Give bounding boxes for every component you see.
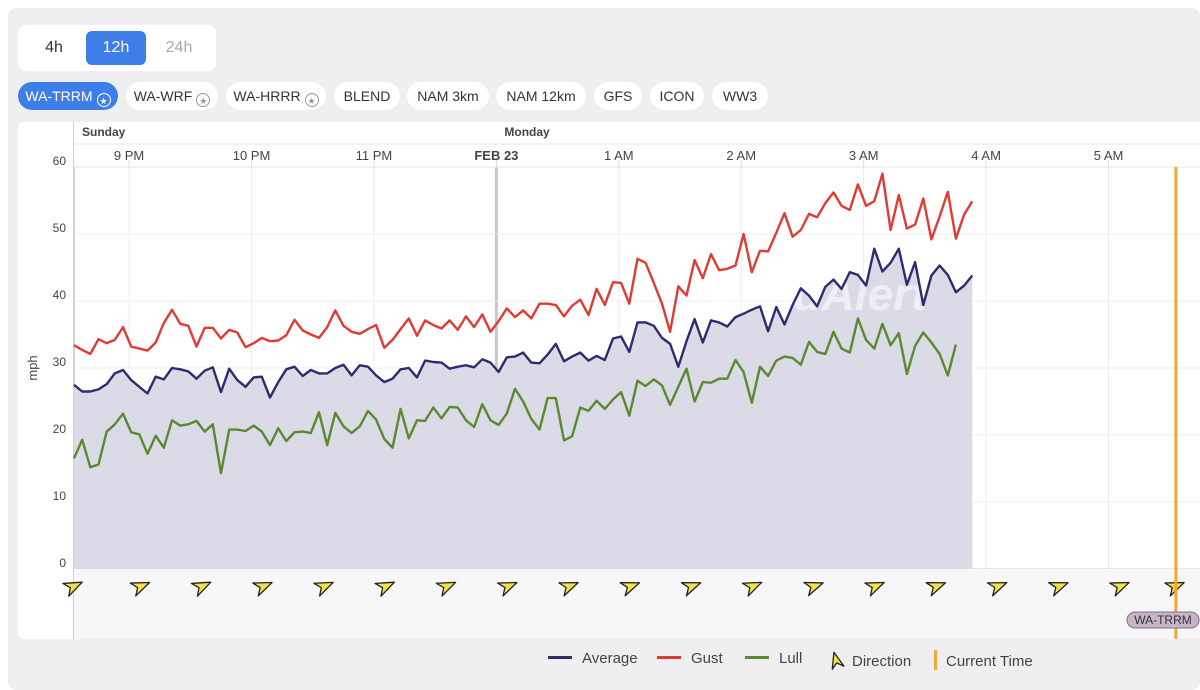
direction-arrow (190, 581, 212, 597)
time-tick-label: 4 AM (971, 148, 1001, 163)
time-tick-label: 2 AM (726, 148, 756, 163)
time-tick-label: 5 AM (1094, 148, 1124, 163)
legend-average-swatch (548, 656, 572, 659)
current-model-badge-label: WA-TRRM (1134, 613, 1192, 627)
model-chip-blend[interactable]: BLEND (334, 82, 400, 110)
legend-gust-label: Gust (691, 650, 723, 667)
time-tick-label: 3 AM (849, 148, 879, 163)
y-tick-label: 0 (59, 556, 66, 570)
direction-arrow (1048, 582, 1069, 597)
direction-arrow (252, 581, 273, 597)
watermark-text: WindAlert (710, 268, 928, 320)
y-tick-label: 60 (53, 154, 67, 168)
model-chip-nam-12km[interactable]: NAM 12km (496, 82, 586, 110)
direction-arrow (864, 581, 885, 597)
model-chip-gfs[interactable]: GFS (594, 82, 642, 110)
legend-current-time-label: Current Time (946, 653, 1033, 670)
model-chip-wa-trrm[interactable]: WA-TRRM ★ (18, 82, 118, 110)
watermark: WindAlert (673, 267, 928, 320)
wind-chart[interactable]: Sunday Monday 9 PM 10 PM 11 PM FEB 23 1 AM 2 AM… (18, 122, 1200, 639)
y-tick-label: 20 (53, 422, 67, 436)
direction-arrow (129, 581, 151, 597)
y-tick-label: 40 (53, 288, 67, 302)
y-axis-label: mph (25, 355, 40, 380)
legend-lull-label: Lull (779, 650, 803, 667)
legend-average-label: Average (582, 650, 638, 667)
direction-arrow (313, 581, 334, 597)
model-chip-icon[interactable]: ICON (650, 82, 704, 110)
time-axis-header: Sunday Monday 9 PM 10 PM 11 PM FEB 23 1 AM 2 AM… (74, 122, 1200, 168)
gust-line (73, 172, 974, 356)
legend-average: Average (548, 650, 638, 667)
direction-arrow (496, 581, 518, 597)
legend-current-time-swatch (934, 650, 937, 670)
legend-current-time: Current Time (934, 650, 1033, 670)
direction-arrow (1109, 581, 1130, 597)
direction-arrow (925, 582, 947, 597)
current-time-marker: WA-TRRM (1126, 167, 1200, 639)
tab-12h[interactable]: 12h (86, 31, 146, 65)
time-tick-label: 1 AM (604, 148, 634, 163)
y-tick-label: 50 (53, 221, 67, 235)
time-tick-label: FEB 23 (474, 148, 518, 163)
average-line (73, 247, 974, 399)
tab-24h[interactable]: 24h (165, 39, 193, 56)
series-lines (72, 172, 974, 475)
average-fill (74, 248, 973, 569)
legend-gust: Gust (657, 650, 723, 667)
star-icon: ★ (96, 93, 111, 107)
direction-arrow (741, 581, 763, 597)
legend-lull: Lull (745, 650, 802, 667)
star-icon: ★ (304, 93, 319, 107)
model-chip-wa-hrrr[interactable]: WA-HRRR ★ (226, 82, 326, 110)
star-icon: ★ (196, 93, 211, 107)
direction-arrow (619, 582, 641, 597)
model-chip-label: WA-WRF (133, 88, 193, 104)
model-chip-ww3[interactable]: WW3 (712, 82, 768, 110)
current-model-badge (1126, 611, 1200, 629)
direction-arrow (680, 582, 702, 597)
direction-arrow-icon (831, 651, 845, 670)
direction-arrow (435, 581, 457, 597)
y-tick-label: 10 (53, 489, 67, 503)
tab-4h[interactable]: 4h (45, 39, 63, 56)
model-chip-label: WA-TRRM (25, 88, 93, 104)
watermark-logo-icon (673, 267, 708, 300)
legend-direction: Direction (826, 650, 911, 670)
time-range-tabs: 4h 12h 24h (18, 25, 216, 71)
day-label: Monday (504, 125, 550, 139)
average-area (74, 248, 973, 569)
legend-direction-label: Direction (852, 653, 912, 670)
legend-lull-swatch (745, 656, 769, 659)
direction-arrow (803, 581, 824, 597)
direction-row-bg (74, 569, 1200, 639)
day-label: Sunday (82, 125, 126, 139)
model-chip-nam-3km[interactable]: NAM 3km (407, 82, 489, 110)
wind-chart-card: Sunday Monday 9 PM 10 PM 11 PM FEB 23 1 AM 2 AM… (18, 122, 1200, 639)
y-axis: 0 10 20 30 40 50 60 mph (25, 154, 66, 570)
time-tick-label: 9 PM (114, 148, 144, 163)
model-chip-wa-wrf[interactable]: WA-WRF ★ (126, 82, 218, 110)
lull-line (72, 317, 958, 475)
model-chip-label: WA-HRRR (233, 88, 301, 104)
direction-arrow (374, 581, 396, 597)
direction-arrow (62, 581, 83, 597)
y-tick-label: 30 (53, 355, 67, 369)
direction-arrow (986, 581, 1008, 597)
direction-arrow (558, 581, 579, 597)
legend-gust-swatch (657, 656, 681, 659)
time-tick-label: 11 PM (356, 148, 393, 163)
time-tick-label: 10 PM (233, 148, 271, 163)
